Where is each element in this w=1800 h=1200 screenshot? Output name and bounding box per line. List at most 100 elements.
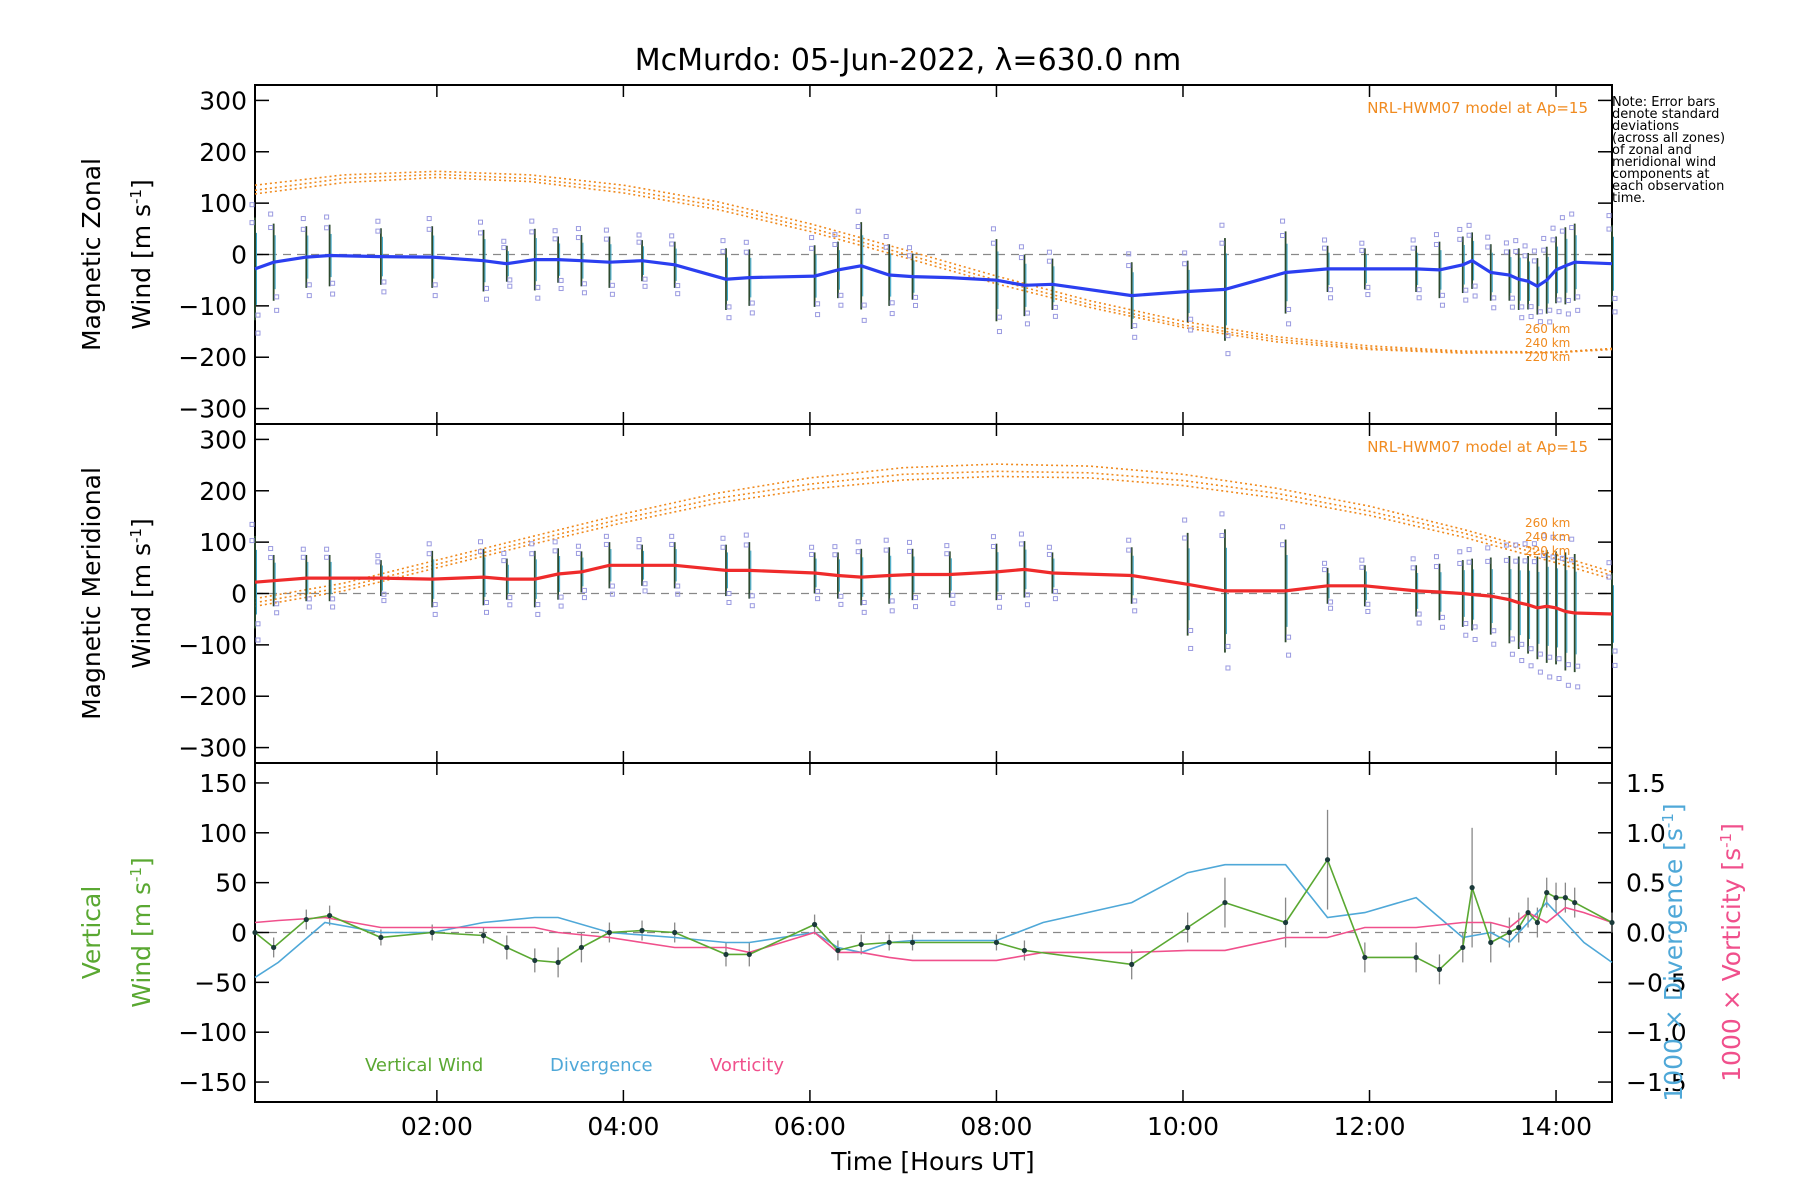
meridional-sample-point xyxy=(1359,564,1365,570)
meridional-sample-point xyxy=(838,601,844,607)
meridional-sample-point xyxy=(1457,560,1463,566)
zonal-sample-point xyxy=(1466,232,1472,238)
zonal-sample-point xyxy=(855,224,861,230)
meridional-sample-point xyxy=(274,601,280,607)
meridional-sample-point xyxy=(1322,567,1328,573)
vertical-wind-point xyxy=(1222,899,1228,906)
meridional-sample-point xyxy=(1537,669,1543,675)
zonal-sample-point xyxy=(1519,315,1525,321)
zonal-sample-point xyxy=(1410,237,1416,243)
zonal-sample-point xyxy=(432,293,438,299)
zonal-sample-point xyxy=(1541,247,1547,253)
zonal-sample-point xyxy=(1132,334,1138,340)
zonal-sample-point xyxy=(1528,314,1534,320)
vertical-wind-point xyxy=(1129,961,1135,968)
meridional-sample-point xyxy=(1550,554,1556,560)
zonal-sample-point xyxy=(1463,297,1469,303)
zonal-sample-point xyxy=(675,283,681,289)
zonal-sample-point xyxy=(1466,222,1472,228)
vertical-ytick-label: 150 xyxy=(199,769,247,798)
meridional-sample-point xyxy=(1531,541,1537,547)
zonal-sample-point xyxy=(636,232,642,238)
zonal-sample-point xyxy=(1322,237,1328,243)
zonal-sample-point xyxy=(1439,292,1445,298)
meridional-sample-point xyxy=(324,554,330,560)
meridional-sample-point xyxy=(669,533,675,539)
meridional-sample-point xyxy=(501,550,507,556)
meridional-sample-point xyxy=(913,604,919,610)
meridional-sample-point xyxy=(1565,682,1571,688)
xtick-label: 12:00 xyxy=(1333,1112,1405,1141)
zonal-sample-point xyxy=(1575,294,1581,300)
meridional-sample-point xyxy=(1556,656,1562,662)
meridional-sample-point xyxy=(1528,663,1534,669)
zonal-sample-point xyxy=(558,286,564,292)
zonal-ytick-label: 0 xyxy=(231,241,247,270)
zonal-sample-point xyxy=(1547,307,1553,313)
meridional-wind-line xyxy=(254,563,1613,616)
meridional-sample-point xyxy=(815,588,821,594)
zonal-sample-point xyxy=(1503,240,1509,246)
meridional-sample-point xyxy=(1018,541,1024,547)
zonal-sample-point xyxy=(609,291,615,297)
meridional-sample-point xyxy=(330,604,336,610)
vertical-ytick-label: −100 xyxy=(178,1018,247,1047)
zonal-sample-point xyxy=(832,241,838,247)
zonal-sample-point xyxy=(1485,234,1491,240)
meridional-sample-point xyxy=(1126,537,1132,543)
vertical-wind-point xyxy=(1525,909,1531,916)
vertical-wind-point xyxy=(1516,924,1522,931)
meridional-sample-point xyxy=(1575,684,1581,690)
zonal-sample-point xyxy=(1433,232,1439,238)
zonal-sample-point xyxy=(1472,293,1478,299)
zonal-sample-point xyxy=(669,233,675,239)
zonal-sample-point xyxy=(1531,258,1537,264)
meridional-sample-point xyxy=(483,609,489,615)
zonal-sample-point xyxy=(1509,295,1515,301)
zonal-sample-point xyxy=(483,296,489,302)
zonal-sample-point xyxy=(581,290,587,296)
meridional-sample-point xyxy=(642,581,648,587)
meridional-sample-point xyxy=(1365,608,1371,614)
vertical-y2tick-label: −0.5 xyxy=(1626,968,1687,997)
vertical-wind-point xyxy=(606,929,613,936)
meridional-sample-point xyxy=(1522,558,1528,564)
meridional-sample-point xyxy=(1410,556,1416,562)
meridional-sample-point xyxy=(1046,551,1052,557)
meridional-sample-point xyxy=(1559,555,1565,561)
zonal-ytick-label: 200 xyxy=(199,138,247,167)
meridional-sample-point xyxy=(675,591,681,597)
meridional-sample-point xyxy=(1519,658,1525,664)
zonal-sample-point xyxy=(477,230,483,236)
vertical-y2tick-label: 1.5 xyxy=(1626,769,1666,798)
meridional-sample-point xyxy=(1225,643,1231,649)
meridional-ytick-label: −300 xyxy=(178,734,247,763)
zonal-sample-point xyxy=(907,245,913,251)
vertical-wind-point xyxy=(723,951,729,958)
zonal-sample-point xyxy=(483,285,489,291)
vertical-wind-point xyxy=(327,912,333,919)
zonal-sample-point xyxy=(1485,244,1491,250)
vertical-wind-point xyxy=(993,939,1000,946)
meridional-sample-point xyxy=(529,541,535,547)
zonal-sample-point xyxy=(529,229,535,235)
zonal-sample-point xyxy=(990,226,996,232)
zonal-sample-point xyxy=(1280,232,1286,238)
zonal-sample-point xyxy=(815,301,821,307)
meridional-sample-point xyxy=(883,537,889,543)
meridional-sample-point xyxy=(861,609,867,615)
meridional-sample-point xyxy=(1416,620,1422,626)
zonal-sample-point xyxy=(1612,309,1618,315)
zonal-sample-point xyxy=(1569,211,1575,217)
meridional-sample-point xyxy=(1485,545,1491,551)
zonal-sample-point xyxy=(426,226,432,232)
vertical-wind-point xyxy=(1324,857,1331,863)
meridional-sample-point xyxy=(832,544,838,550)
xtick-label: 10:00 xyxy=(1147,1112,1219,1141)
meridional-sample-point xyxy=(1547,674,1553,680)
meridional-sample-point xyxy=(1559,535,1565,541)
zonal-sample-point xyxy=(809,245,815,251)
zonal-sample-point xyxy=(1519,304,1525,310)
zonal-sample-point xyxy=(1046,249,1052,255)
